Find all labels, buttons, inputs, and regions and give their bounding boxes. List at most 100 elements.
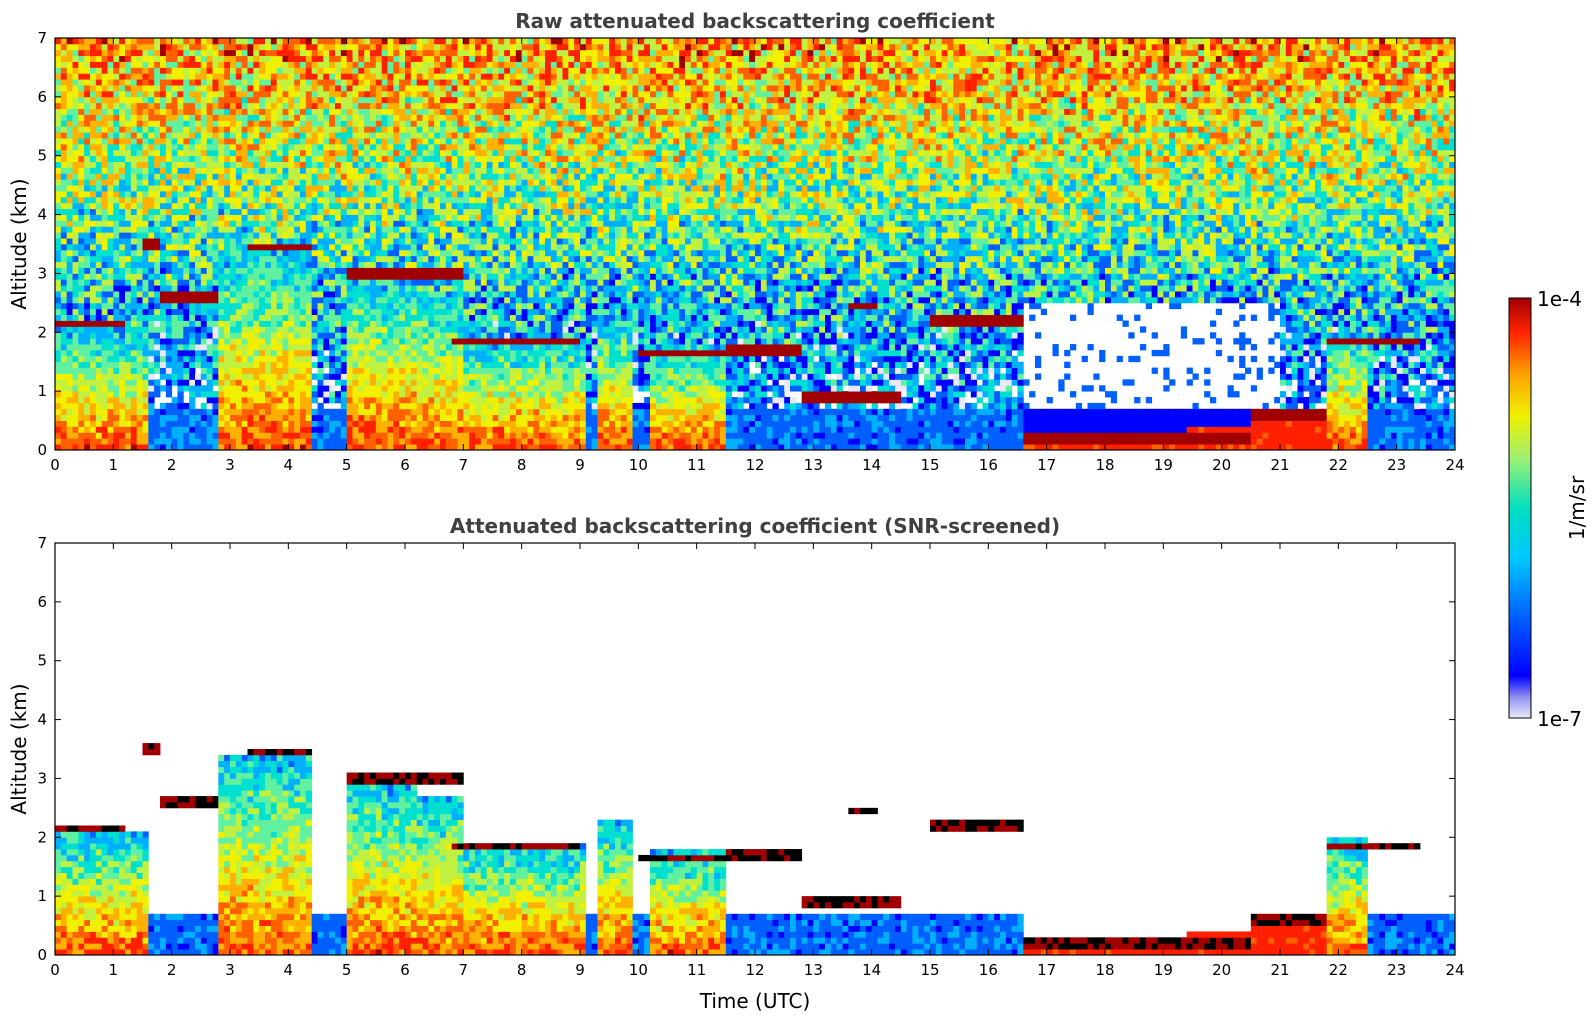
heatmap-cell bbox=[66, 244, 73, 251]
heatmap-cell bbox=[95, 102, 103, 110]
heatmap-cell bbox=[323, 397, 330, 404]
heatmap-cell bbox=[72, 79, 79, 86]
heatmap-cell bbox=[212, 367, 219, 374]
heatmap-cell bbox=[346, 232, 353, 239]
heatmap-cell bbox=[101, 385, 108, 392]
heatmap-cell bbox=[393, 255, 400, 263]
heatmap-cell bbox=[200, 326, 208, 333]
heatmap-cell bbox=[370, 61, 377, 68]
heatmap-cell bbox=[136, 320, 143, 327]
heatmap-cell bbox=[142, 397, 149, 404]
heatmap-cell bbox=[154, 391, 161, 398]
heatmap-cell bbox=[66, 155, 73, 162]
heatmap-cell bbox=[270, 338, 278, 345]
heatmap-cell bbox=[440, 155, 447, 162]
heatmap-cell bbox=[445, 432, 453, 439]
heatmap-cell bbox=[352, 79, 359, 86]
heatmap-cell bbox=[230, 96, 237, 104]
heatmap-cell bbox=[189, 332, 196, 339]
heatmap-cell bbox=[241, 367, 248, 374]
heatmap-cell bbox=[101, 308, 108, 316]
heatmap-cell bbox=[352, 444, 359, 450]
heatmap-cell bbox=[183, 296, 190, 304]
heatmap-cell bbox=[300, 108, 307, 115]
heatmap-cell bbox=[189, 302, 196, 310]
heatmap-cell bbox=[235, 149, 243, 157]
heatmap-cell bbox=[183, 261, 190, 268]
heatmap-cell bbox=[90, 302, 97, 310]
heatmap-cell bbox=[451, 138, 458, 145]
heatmap-cell bbox=[224, 420, 231, 427]
heatmap-cell bbox=[259, 155, 266, 162]
heatmap-cell bbox=[434, 444, 441, 450]
heatmap-cell bbox=[428, 43, 435, 51]
heatmap-cell bbox=[189, 114, 196, 121]
heatmap-cell bbox=[451, 220, 458, 227]
heatmap-cell bbox=[55, 279, 62, 286]
heatmap-cell bbox=[253, 161, 260, 168]
heatmap-cell bbox=[265, 273, 272, 280]
heatmap-cell bbox=[148, 143, 155, 151]
heatmap-cell bbox=[212, 179, 219, 186]
heatmap-cell bbox=[189, 126, 196, 133]
heatmap-cell bbox=[60, 185, 68, 192]
heatmap-cell bbox=[95, 143, 103, 151]
heatmap-cell bbox=[247, 320, 254, 327]
heatmap-cell bbox=[136, 55, 143, 62]
heatmap-cell bbox=[160, 420, 167, 427]
heatmap-cell bbox=[95, 296, 103, 304]
heatmap-cell bbox=[416, 61, 423, 68]
heatmap-cell bbox=[235, 232, 243, 239]
heatmap-cell bbox=[125, 55, 132, 62]
heatmap-cell bbox=[95, 279, 103, 286]
heatmap-cell bbox=[136, 444, 143, 450]
heatmap-cell bbox=[317, 232, 324, 239]
heatmap-cell bbox=[375, 249, 383, 257]
heatmap-cell bbox=[253, 361, 260, 368]
heatmap-cell bbox=[165, 179, 173, 186]
heatmap-cell bbox=[189, 138, 196, 145]
heatmap-cell bbox=[200, 43, 208, 51]
heatmap-cell bbox=[305, 402, 313, 410]
heatmap-cell bbox=[136, 279, 143, 286]
heatmap-cell bbox=[294, 179, 301, 186]
heatmap-cell bbox=[177, 138, 184, 145]
heatmap-cell bbox=[78, 326, 85, 333]
heatmap-cell bbox=[311, 385, 318, 392]
heatmap-cell bbox=[270, 373, 278, 380]
heatmap-cell bbox=[95, 155, 103, 162]
heatmap-cell bbox=[451, 161, 458, 168]
heatmap-cell bbox=[311, 43, 318, 51]
heatmap-cell bbox=[364, 179, 371, 186]
heatmap-cell bbox=[142, 238, 149, 245]
heatmap-cell bbox=[130, 185, 138, 192]
heatmap-cell bbox=[294, 120, 301, 127]
heatmap-cell bbox=[399, 420, 406, 427]
heatmap-cell bbox=[136, 220, 143, 227]
heatmap-cell bbox=[183, 408, 190, 416]
heatmap-cell bbox=[218, 332, 225, 339]
heatmap-cell bbox=[230, 267, 237, 274]
heatmap-cell bbox=[305, 338, 313, 345]
heatmap-cell bbox=[416, 43, 423, 51]
heatmap-cell bbox=[282, 432, 289, 439]
heatmap-cell bbox=[206, 249, 213, 257]
heatmap-cell bbox=[428, 308, 435, 316]
heatmap-cell bbox=[84, 314, 91, 321]
heatmap-cell bbox=[305, 90, 313, 98]
heatmap-cell bbox=[253, 67, 260, 74]
heatmap-cell bbox=[259, 244, 266, 251]
heatmap-cell bbox=[148, 326, 155, 333]
heatmap-cell bbox=[346, 244, 353, 251]
heatmap-cell bbox=[405, 314, 412, 321]
heatmap-cell bbox=[171, 132, 178, 139]
heatmap-cell bbox=[183, 208, 190, 215]
heatmap-cell bbox=[276, 185, 283, 192]
heatmap-cell bbox=[142, 220, 149, 227]
heatmap-cell bbox=[160, 338, 167, 345]
heatmap-cell bbox=[340, 367, 348, 374]
heatmap-cell bbox=[311, 102, 318, 110]
heatmap-cell bbox=[206, 196, 213, 204]
heatmap-cell bbox=[90, 444, 97, 450]
heatmap-cell bbox=[84, 155, 91, 162]
